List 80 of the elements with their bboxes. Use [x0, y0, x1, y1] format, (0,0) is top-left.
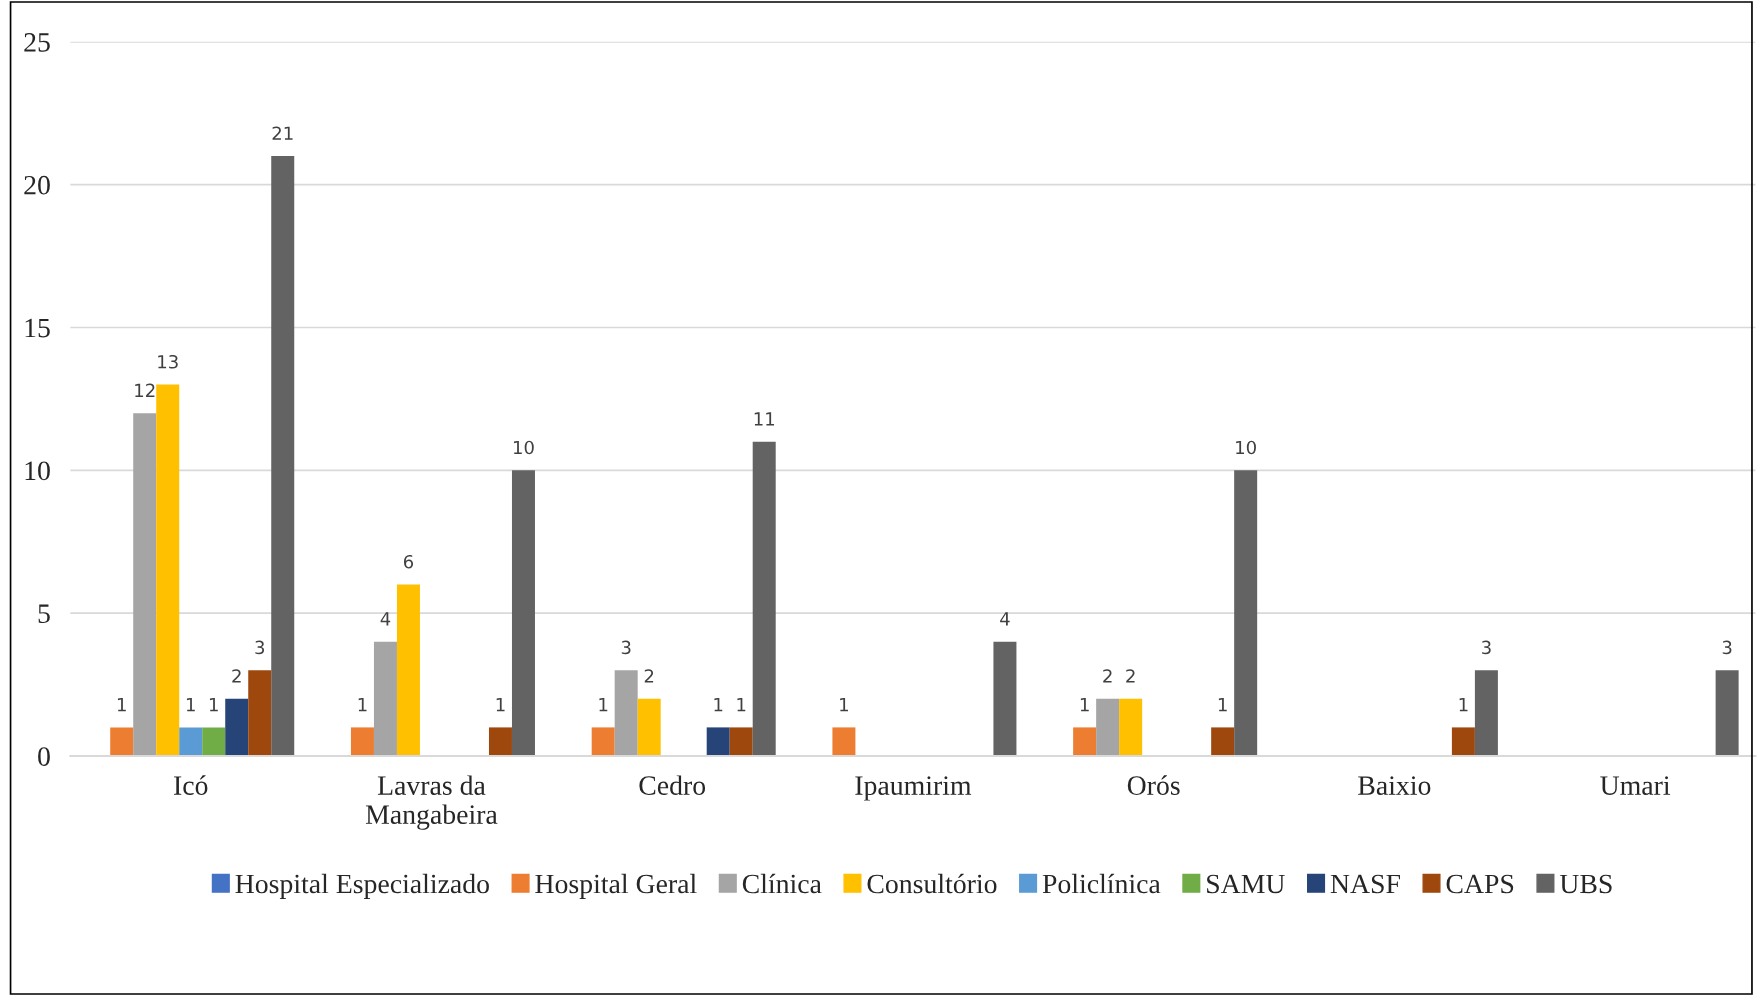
y-tick-label: 10: [25, 461, 50, 481]
data-label: 12: [135, 383, 155, 397]
legend-label: Hospital Geral: [535, 873, 697, 899]
data-label: 21: [272, 126, 293, 140]
bar: [202, 727, 226, 756]
bar: [832, 727, 856, 756]
bar: [1474, 670, 1498, 756]
legend-label: Policlínica: [1042, 873, 1161, 894]
data-label: 1: [209, 697, 218, 712]
data-label: 11: [754, 412, 775, 426]
bar: [350, 727, 374, 756]
bar: [396, 584, 420, 756]
data-label: 2: [1103, 669, 1112, 683]
x-tick-label: Cedro: [639, 775, 706, 795]
x-tick-label: Umari: [1600, 776, 1671, 795]
data-label: 4: [380, 612, 391, 626]
data-label: 1: [1459, 697, 1468, 712]
data-label: 1: [117, 697, 126, 712]
bar: [511, 470, 535, 756]
legend-label: UBS: [1559, 874, 1612, 894]
bar: [706, 727, 730, 756]
y-tick-label: 20: [24, 175, 50, 195]
legend-label: CAPS: [1446, 874, 1514, 894]
data-label: 10: [1236, 440, 1256, 455]
data-label: 2: [232, 669, 241, 683]
data-label: 1: [737, 697, 746, 712]
data-label: 3: [1482, 640, 1491, 655]
legend-label: Hospital Especializado: [235, 873, 489, 899]
data-label: 1: [714, 697, 723, 712]
bar: [1234, 470, 1258, 756]
data-label: 1: [186, 697, 195, 712]
bar: [488, 727, 512, 756]
bar: [1715, 670, 1739, 756]
legend-label: Clínica: [742, 873, 822, 894]
data-label: 2: [1126, 669, 1135, 683]
data-label: 10: [513, 440, 534, 455]
data-label: 3: [621, 640, 631, 655]
y-tick-label: 0: [38, 747, 50, 766]
data-label: 1: [599, 697, 608, 712]
data-label: 1: [840, 697, 848, 712]
x-tick-label: Lavras da Mangabeira: [365, 775, 498, 830]
bar: [729, 727, 753, 756]
data-label: 1: [358, 697, 367, 712]
bar: [1073, 727, 1097, 756]
y-tick-label: 25: [24, 33, 50, 52]
x-tick-label: Icó: [173, 775, 208, 795]
bar: [614, 670, 638, 756]
bar: [637, 698, 661, 756]
bar: [271, 156, 295, 756]
bar: [225, 698, 249, 756]
bar: [1451, 727, 1475, 756]
data-label: 13: [158, 354, 178, 369]
x-tick-label: Ipaumirim: [855, 776, 972, 801]
bar: [156, 384, 180, 756]
y-tick-label: 5: [38, 604, 50, 624]
bar: [1096, 698, 1120, 756]
bar: [752, 441, 776, 756]
x-tick-label: Orós: [1127, 775, 1180, 795]
bar: [1119, 698, 1143, 756]
legend-label: SAMU: [1207, 874, 1285, 894]
x-tick-label: Baixio: [1358, 776, 1431, 795]
bar: [248, 670, 272, 756]
data-label: 1: [496, 697, 505, 712]
bar: [993, 641, 1017, 756]
bar: [179, 727, 203, 756]
data-label: 4: [1000, 612, 1010, 626]
bar: [110, 727, 134, 756]
bar: [1211, 727, 1235, 756]
legend-label: Consultório: [867, 873, 997, 894]
data-label: 3: [255, 640, 265, 655]
data-label: 2: [644, 669, 654, 683]
data-label: 6: [403, 554, 414, 569]
bar: [591, 727, 615, 756]
y-tick-label: 15: [25, 318, 50, 338]
data-label: 1: [1080, 697, 1089, 712]
bar: [133, 413, 157, 756]
data-label: 3: [1722, 640, 1732, 655]
data-label: 1: [1218, 697, 1227, 712]
bar: [373, 641, 397, 756]
legend-label: NASF: [1330, 874, 1400, 894]
